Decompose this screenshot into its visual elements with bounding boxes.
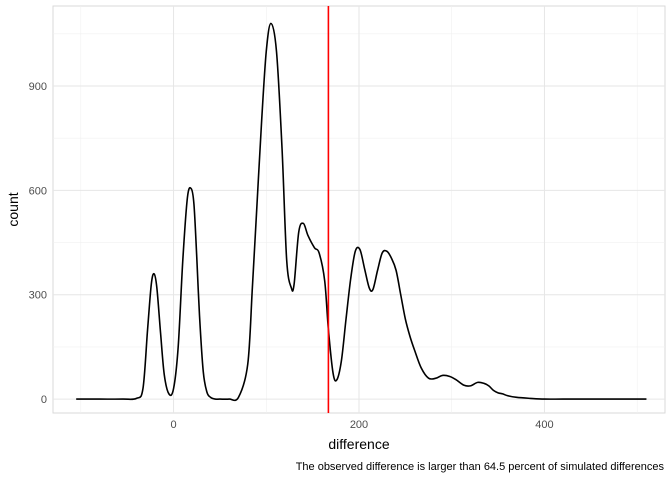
chart-caption: The observed difference is larger than 6… [296,461,665,473]
x-tick-label: 400 [535,419,553,431]
x-axis-title: difference [328,436,389,452]
grid-layer [53,6,665,413]
y-tick-label: 300 [29,290,47,302]
y-tick-label: 900 [29,81,47,93]
y-axis-title: count [5,192,21,226]
density-line [76,22,647,402]
y-tick-label: 600 [29,185,47,197]
x-tick-label: 0 [170,419,176,431]
series-layer [76,22,647,402]
x-tick-label: 200 [350,419,368,431]
tick-layer: 0 200 400 0 300 600 900 [29,81,554,431]
y-tick-label: 0 [41,394,47,406]
